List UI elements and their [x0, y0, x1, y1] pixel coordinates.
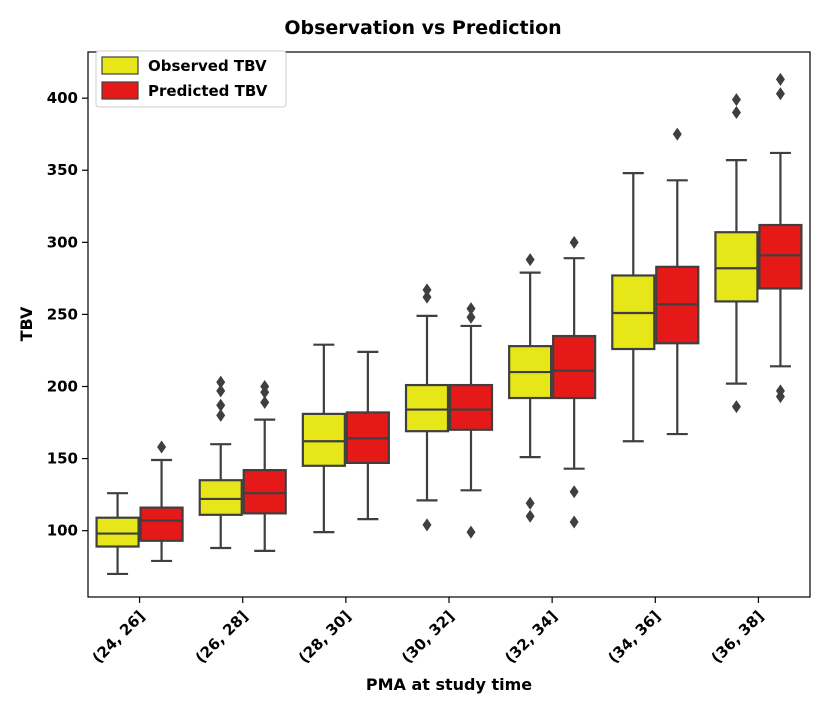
box-observed	[95, 492, 140, 576]
box-iqr	[242, 469, 287, 515]
box-iqr	[714, 231, 759, 303]
box-observed	[404, 283, 450, 532]
outlier-point	[775, 384, 785, 398]
x-tick-label: (34, 36]	[604, 607, 664, 667]
x-axis: (24, 26] (26, 28] (28, 30] (30, 32] (32, 34]…	[89, 597, 768, 667]
plot-frame	[87, 51, 811, 598]
legend-frame	[95, 50, 287, 108]
y-tick-label: 100	[47, 522, 78, 540]
outlier-point	[525, 253, 535, 267]
box-predicted	[758, 72, 803, 404]
x-tick-label: (30, 32]	[398, 607, 458, 667]
box-predicted	[448, 302, 494, 539]
legend: Observed TBV Predicted TBV	[95, 50, 287, 108]
outlier-point	[422, 290, 432, 304]
outlier-point	[216, 408, 226, 422]
box-iqr	[448, 383, 494, 431]
outlier-point	[569, 485, 579, 499]
y-axis-label: TBV	[17, 306, 36, 341]
y-tick-label: 300	[47, 233, 78, 251]
y-tick-label: 200	[47, 377, 78, 395]
outlier-point	[731, 400, 741, 414]
legend-swatch-observed	[101, 56, 139, 75]
x-tick-label: (24, 26]	[89, 607, 149, 667]
outlier-point	[216, 375, 226, 389]
box-observed	[198, 375, 243, 550]
outlier-point	[466, 310, 476, 324]
box-iqr	[552, 334, 597, 400]
box-observed	[301, 343, 346, 534]
legend-label-observed: Observed TBV	[148, 57, 267, 75]
box-predicted	[242, 379, 287, 552]
outlier-point	[260, 379, 270, 393]
box-observed	[714, 93, 759, 414]
outlier-point	[216, 384, 226, 398]
box-iqr	[758, 223, 803, 290]
box-iqr	[301, 412, 346, 467]
x-tick-label: (26, 28]	[192, 607, 252, 667]
box-iqr	[404, 383, 450, 433]
outlier-point	[731, 106, 741, 120]
y-tick-label: 350	[47, 161, 78, 179]
outlier-point	[422, 283, 432, 297]
y-axis: 100 150 200 250 300 350 400	[47, 89, 88, 540]
box-observed	[508, 253, 553, 523]
outlier-point	[569, 235, 579, 249]
box-observed	[611, 172, 656, 443]
box-predicted	[655, 127, 700, 436]
y-tick-label: 150	[47, 450, 78, 468]
outlier-point	[775, 87, 785, 101]
legend-label-predicted: Predicted TBV	[148, 82, 268, 100]
box-iqr	[198, 479, 243, 516]
outlier-point	[525, 496, 535, 510]
plot-area	[95, 72, 803, 576]
outlier-point	[569, 515, 579, 529]
y-tick-label: 400	[47, 89, 78, 107]
outlier-point	[775, 72, 785, 86]
x-axis-label: PMA at study time	[366, 675, 532, 694]
box-iqr	[95, 516, 140, 548]
box-iqr	[139, 506, 184, 542]
x-tick-label: (32, 34]	[501, 607, 561, 667]
outlier-point	[216, 398, 226, 412]
outlier-point	[525, 509, 535, 523]
outlier-point	[731, 93, 741, 107]
outlier-point	[422, 518, 432, 532]
outlier-point	[466, 525, 476, 539]
box-predicted	[345, 350, 390, 521]
x-tick-label: (36, 38]	[708, 607, 768, 667]
outlier-point	[157, 440, 167, 454]
legend-swatch-predicted	[101, 81, 139, 100]
box-predicted	[139, 440, 184, 563]
x-tick-label: (28, 30]	[295, 607, 355, 667]
outlier-point	[672, 127, 682, 141]
y-tick-label: 250	[47, 305, 78, 323]
box-predicted	[552, 235, 597, 529]
outlier-point	[466, 302, 476, 316]
outlier-point	[260, 395, 270, 409]
chart-title: Observation vs Prediction	[284, 17, 561, 39]
